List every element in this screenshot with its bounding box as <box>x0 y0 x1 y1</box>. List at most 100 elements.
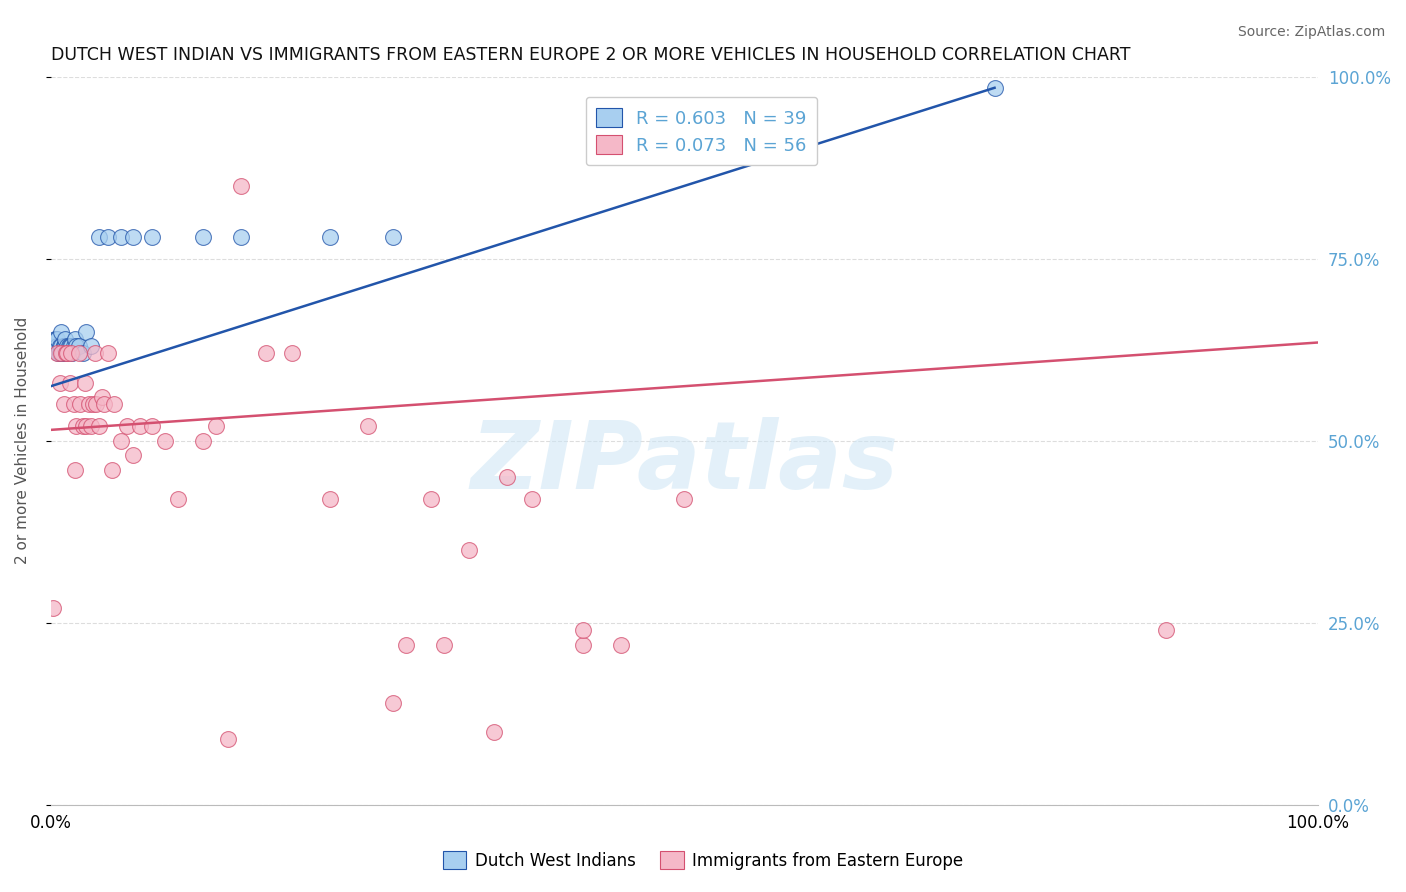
Point <box>53 339 76 353</box>
Text: DUTCH WEST INDIAN VS IMMIGRANTS FROM EASTERN EUROPE 2 OR MORE VEHICLES IN HOUSEH: DUTCH WEST INDIAN VS IMMIGRANTS FROM EAS… <box>51 46 1130 64</box>
Point <box>59 376 82 390</box>
Point <box>318 230 340 244</box>
Point <box>318 491 340 506</box>
Point <box>49 325 72 339</box>
Point <box>122 448 145 462</box>
Point <box>51 346 73 360</box>
Point <box>55 346 77 360</box>
Point <box>65 339 87 353</box>
Point <box>44 332 66 346</box>
Point <box>82 397 104 411</box>
Point <box>67 346 90 360</box>
Point <box>141 419 163 434</box>
Point <box>419 491 441 506</box>
Point <box>62 397 84 411</box>
Point <box>229 230 252 244</box>
Point <box>42 339 65 353</box>
Point <box>572 623 595 637</box>
Point <box>381 696 404 710</box>
Point <box>115 419 138 434</box>
Point <box>97 346 120 360</box>
Point <box>93 397 115 411</box>
Point <box>110 434 132 448</box>
Point <box>110 230 132 244</box>
Point <box>46 346 69 360</box>
Point <box>46 339 69 353</box>
Point <box>356 419 378 434</box>
Point <box>86 397 108 411</box>
Legend: R = 0.603   N = 39, R = 0.073   N = 56: R = 0.603 N = 39, R = 0.073 N = 56 <box>585 97 817 166</box>
Point <box>77 397 100 411</box>
Point <box>572 638 595 652</box>
Point <box>229 179 252 194</box>
Point <box>69 397 91 411</box>
Legend: Dutch West Indians, Immigrants from Eastern Europe: Dutch West Indians, Immigrants from East… <box>436 845 970 877</box>
Point <box>394 638 416 652</box>
Point <box>60 339 83 353</box>
Point <box>48 346 70 360</box>
Point <box>49 346 72 360</box>
Point <box>72 346 94 360</box>
Point <box>48 339 70 353</box>
Point <box>80 419 103 434</box>
Point <box>52 339 75 353</box>
Point <box>87 419 110 434</box>
Point <box>610 638 633 652</box>
Point <box>166 491 188 506</box>
Point <box>55 346 77 360</box>
Point <box>60 346 83 360</box>
Point <box>103 397 125 411</box>
Point <box>53 332 76 346</box>
Point <box>48 346 70 360</box>
Point <box>45 332 67 346</box>
Point <box>52 397 75 411</box>
Point <box>90 390 112 404</box>
Text: ZIPatlas: ZIPatlas <box>470 417 898 508</box>
Point <box>67 339 90 353</box>
Point <box>522 491 544 506</box>
Point <box>60 346 83 360</box>
Point <box>56 339 79 353</box>
Point <box>97 230 120 244</box>
Point <box>87 230 110 244</box>
Point <box>141 230 163 244</box>
Point <box>983 80 1005 95</box>
Point <box>75 325 97 339</box>
Point <box>63 463 86 477</box>
Point <box>73 376 96 390</box>
Point <box>59 339 82 353</box>
Point <box>100 463 122 477</box>
Point <box>432 638 454 652</box>
Point <box>254 346 277 360</box>
Point <box>52 339 75 353</box>
Point <box>191 230 214 244</box>
Point <box>496 470 519 484</box>
Point <box>457 543 479 558</box>
Point <box>217 732 239 747</box>
Point <box>482 725 505 739</box>
Point <box>280 346 302 360</box>
Point <box>65 419 87 434</box>
Point <box>49 339 72 353</box>
Point <box>153 434 176 448</box>
Point <box>191 434 214 448</box>
Point <box>72 419 94 434</box>
Point <box>51 346 73 360</box>
Y-axis label: 2 or more Vehicles in Household: 2 or more Vehicles in Household <box>15 318 30 565</box>
Point <box>381 230 404 244</box>
Point <box>63 332 86 346</box>
Point <box>75 419 97 434</box>
Point <box>204 419 226 434</box>
Point <box>42 601 65 615</box>
Point <box>62 339 84 353</box>
Point <box>1154 623 1177 637</box>
Point <box>56 346 79 360</box>
Point <box>46 332 69 346</box>
Point <box>84 346 107 360</box>
Point <box>48 376 70 390</box>
Point <box>80 339 103 353</box>
Text: Source: ZipAtlas.com: Source: ZipAtlas.com <box>1237 25 1385 39</box>
Point <box>128 419 150 434</box>
Point <box>58 339 80 353</box>
Point <box>673 491 696 506</box>
